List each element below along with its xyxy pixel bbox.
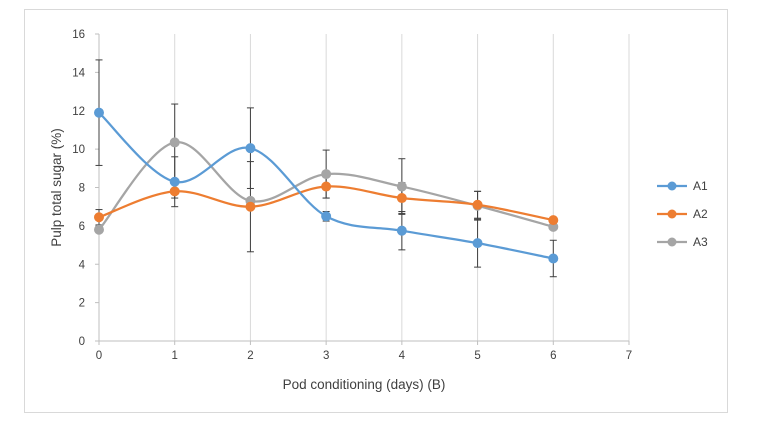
data-point-A2 bbox=[245, 201, 256, 212]
legend-label: A2 bbox=[693, 207, 708, 221]
data-point-A1 bbox=[94, 107, 104, 118]
legend-marker bbox=[667, 209, 677, 219]
x-tick-label: 5 bbox=[474, 350, 480, 362]
data-point-A3 bbox=[396, 181, 407, 192]
data-point-A2 bbox=[396, 193, 407, 204]
y-axis-title: Pulp total sugar (%) bbox=[49, 128, 64, 247]
x-tick-label: 1 bbox=[172, 350, 178, 362]
x-axis-title: Pod conditioning (days) (B) bbox=[283, 377, 446, 392]
y-tick-label: 8 bbox=[79, 183, 85, 195]
data-point-A1 bbox=[321, 211, 332, 222]
series-A1 bbox=[94, 107, 559, 264]
error-bars-A2 bbox=[95, 161, 482, 253]
series-layer bbox=[94, 59, 559, 278]
x-tick-label: 0 bbox=[96, 350, 102, 362]
x-tick-label: 2 bbox=[247, 350, 253, 362]
y-tick-label: 6 bbox=[79, 221, 85, 233]
y-tick-label: 10 bbox=[72, 144, 85, 156]
y-tick-label: 4 bbox=[79, 259, 86, 271]
legend-marker bbox=[667, 181, 677, 191]
chart-frame bbox=[24, 9, 728, 413]
x-tick-label: 7 bbox=[626, 350, 632, 362]
gridlines bbox=[174, 34, 630, 341]
legend-item-A3: A3 bbox=[657, 235, 708, 249]
legend-item-A1: A1 bbox=[657, 179, 708, 193]
axes bbox=[98, 34, 629, 342]
x-tick-label: 6 bbox=[550, 350, 556, 362]
data-point-A1 bbox=[169, 176, 180, 187]
data-point-A2 bbox=[94, 212, 104, 223]
legend-marker bbox=[667, 237, 677, 247]
y-tick-label: 14 bbox=[72, 67, 85, 79]
y-axis-ticks: 0 2 4 6 8 10 12 14 16 bbox=[72, 29, 99, 348]
data-point-A2 bbox=[169, 186, 180, 197]
x-tick-label: 4 bbox=[399, 350, 406, 362]
legend: A1 A2 A3 bbox=[657, 179, 708, 249]
legend-item-A2: A2 bbox=[657, 207, 708, 221]
data-point-A1 bbox=[548, 253, 559, 264]
legend-label: A1 bbox=[693, 179, 708, 193]
data-point-A1 bbox=[396, 225, 407, 236]
y-tick-label: 2 bbox=[79, 298, 85, 310]
x-tick-label: 3 bbox=[323, 350, 329, 362]
data-point-A3 bbox=[94, 224, 104, 235]
legend-label: A3 bbox=[693, 235, 708, 249]
data-point-A2 bbox=[472, 199, 483, 210]
data-point-A2 bbox=[548, 215, 559, 226]
data-point-A1 bbox=[245, 143, 256, 154]
data-point-A2 bbox=[321, 181, 332, 192]
y-tick-label: 16 bbox=[72, 29, 85, 41]
data-point-A3 bbox=[169, 137, 180, 148]
series-A2 bbox=[94, 181, 559, 226]
data-point-A1 bbox=[472, 238, 483, 249]
y-tick-label: 12 bbox=[72, 106, 85, 118]
y-tick-label: 0 bbox=[79, 336, 85, 348]
data-point-A3 bbox=[321, 169, 332, 180]
x-axis-ticks: 0 1 2 3 4 5 6 7 bbox=[96, 341, 632, 362]
